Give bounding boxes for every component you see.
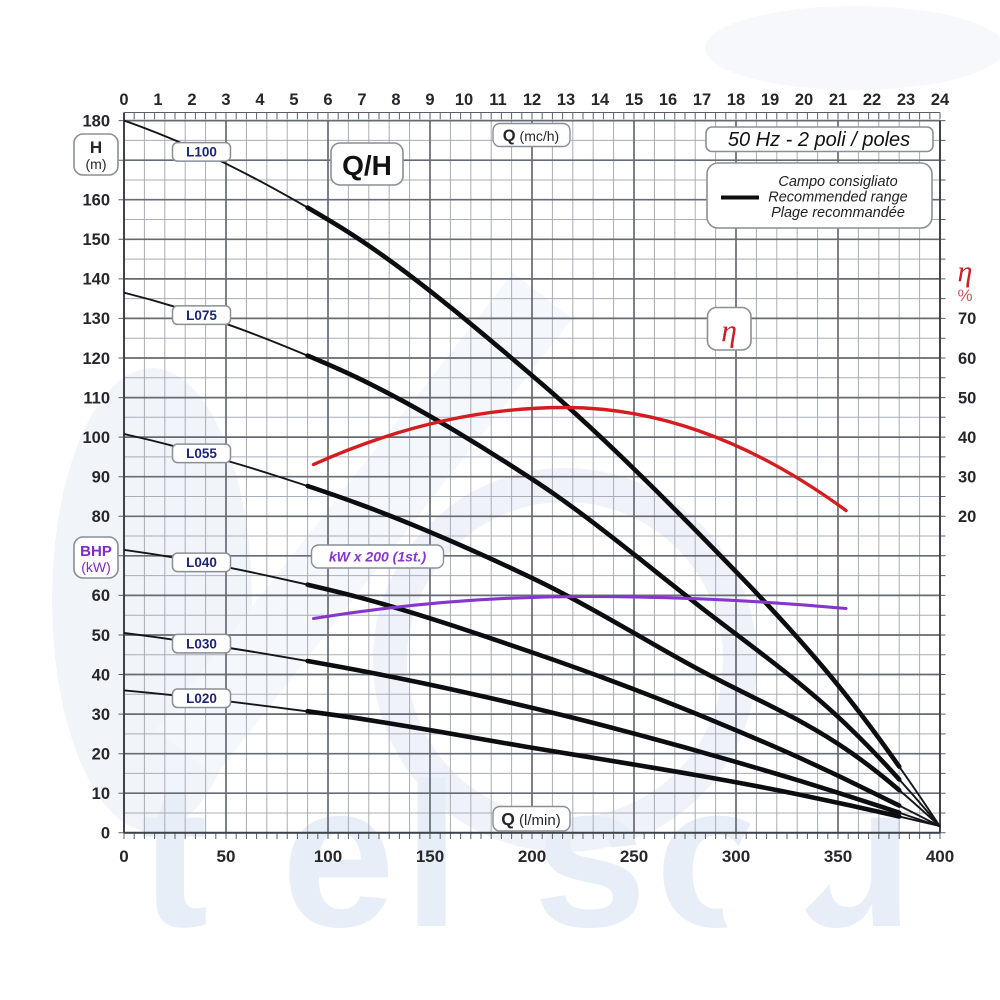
svg-text:5: 5 [289,91,298,109]
svg-text:7: 7 [357,91,366,109]
svg-text:20: 20 [92,746,110,764]
svg-text:Q (mc/h): Q (mc/h) [503,127,559,145]
svg-text:1: 1 [153,91,162,109]
svg-text:23: 23 [897,91,915,109]
svg-text:22: 22 [863,91,881,109]
svg-text:50 Hz - 2 poli / poles: 50 Hz - 2 poli / poles [728,129,910,151]
svg-text:15: 15 [625,91,643,109]
svg-text:70: 70 [958,310,976,328]
svg-text:130: 130 [82,310,110,328]
svg-text:10: 10 [455,91,473,109]
svg-text:21: 21 [829,91,847,109]
svg-text:30: 30 [92,706,110,724]
svg-text:η: η [721,312,737,348]
svg-text:24: 24 [931,91,950,109]
svg-text:L100: L100 [186,145,217,160]
svg-text:140: 140 [82,271,110,289]
svg-text:100: 100 [82,429,110,447]
svg-text:16: 16 [659,91,677,109]
svg-text:9: 9 [425,91,434,109]
svg-text:0: 0 [119,91,128,109]
svg-text:300: 300 [722,847,750,866]
svg-text:12: 12 [523,91,541,109]
svg-text:L020: L020 [186,691,217,706]
svg-text:120: 120 [82,350,110,368]
svg-text:40: 40 [958,429,976,447]
svg-text:14: 14 [591,91,610,109]
svg-text:3: 3 [221,91,230,109]
svg-text:BHP: BHP [80,543,112,560]
svg-text:L030: L030 [186,637,217,652]
svg-text:11: 11 [489,91,506,109]
svg-text:250: 250 [620,847,648,866]
svg-text:L075: L075 [186,308,217,323]
svg-text:60: 60 [92,587,110,605]
svg-text:90: 90 [92,469,110,487]
svg-text:H: H [90,138,102,157]
svg-text:60: 60 [958,350,976,368]
svg-text:Campo consigliato: Campo consigliato [778,174,897,190]
svg-text:20: 20 [958,508,976,526]
svg-text:8: 8 [391,91,400,109]
svg-text:Recommended range: Recommended range [768,190,907,206]
svg-text:110: 110 [83,389,110,407]
svg-text:80: 80 [92,508,110,526]
svg-text:0: 0 [119,847,128,866]
svg-text:Q/H: Q/H [342,150,392,181]
svg-text:18: 18 [727,91,745,109]
svg-text:4: 4 [255,91,265,109]
svg-text:kW x 200 (1st.): kW x 200 (1st.) [329,549,427,565]
svg-text:20: 20 [795,91,813,109]
svg-text:160: 160 [82,192,110,210]
svg-text:200: 200 [518,847,546,866]
svg-text:17: 17 [693,91,711,109]
svg-text:%: % [957,286,972,305]
svg-text:0: 0 [101,825,110,843]
svg-text:100: 100 [314,847,342,866]
svg-text:η: η [958,255,973,288]
svg-text:6: 6 [323,91,332,109]
svg-text:L055: L055 [186,446,217,461]
svg-text:19: 19 [761,91,779,109]
svg-text:150: 150 [82,231,110,249]
svg-text:40: 40 [92,666,110,684]
svg-text:180: 180 [82,112,110,130]
svg-text:50: 50 [217,847,236,866]
svg-text:50: 50 [958,389,976,407]
svg-text:Q (l/min): Q (l/min) [501,809,560,829]
svg-text:(kW): (kW) [81,559,111,575]
svg-text:13: 13 [557,91,575,109]
svg-text:Plage recommandée: Plage recommandée [771,205,905,221]
svg-text:150: 150 [416,847,444,866]
svg-text:(m): (m) [86,156,107,172]
svg-text:30: 30 [958,469,976,487]
svg-text:350: 350 [824,847,852,866]
svg-text:2: 2 [187,91,196,109]
svg-text:50: 50 [92,627,110,645]
svg-text:10: 10 [92,785,110,803]
svg-text:400: 400 [926,847,954,866]
svg-text:L040: L040 [186,555,217,570]
